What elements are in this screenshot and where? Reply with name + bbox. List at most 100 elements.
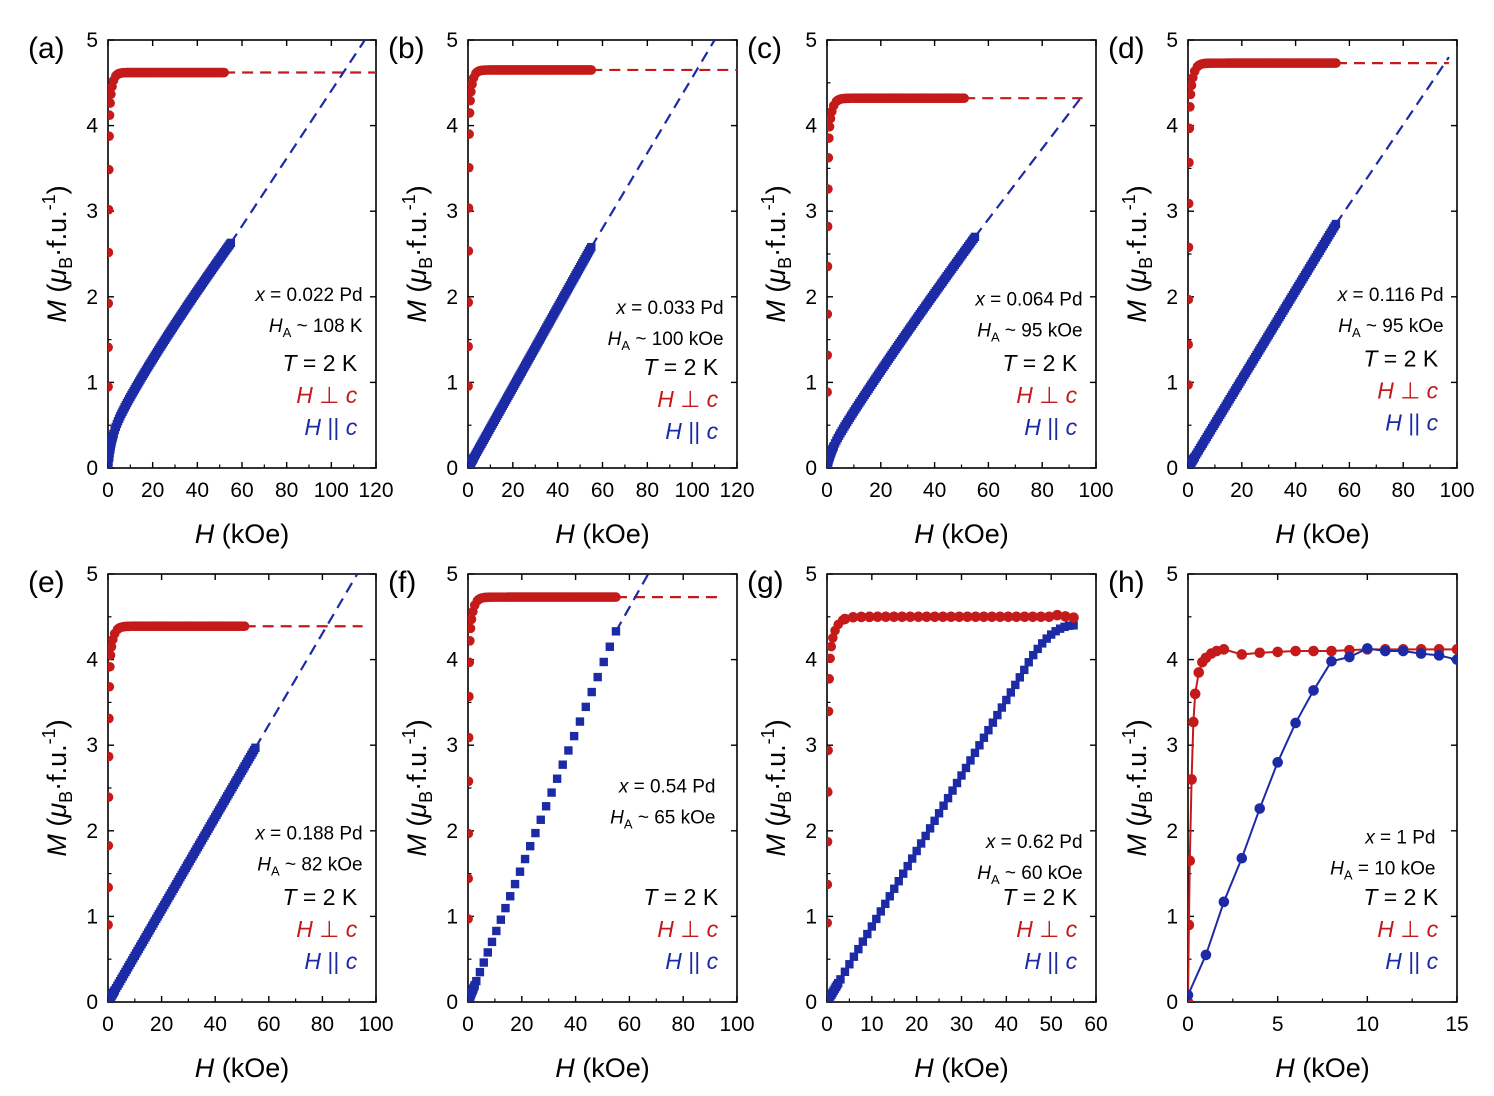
x-axis-label: H (kOe) [195, 519, 290, 549]
temperature-label: T = 2 K [1002, 884, 1077, 910]
perp-point [468, 203, 474, 213]
par-point [1308, 685, 1319, 696]
par-point [526, 841, 535, 851]
annotation-anisotropy-value: ~ 60 kOe [1000, 863, 1083, 884]
annotation-anisotropy-value: ~ 95 kOe [1361, 316, 1444, 337]
par-point [469, 453, 478, 463]
legend-par-sym: || [682, 948, 707, 974]
y-axis-label-sub: B [1136, 791, 1156, 803]
perp-point [970, 611, 981, 623]
par-point [531, 828, 540, 838]
x-tick-label: 100 [358, 1013, 393, 1036]
legend-perp-H: H [1377, 378, 1394, 404]
temperature-value: = 2 K [297, 350, 358, 376]
perp-point [1043, 611, 1055, 623]
annotation-composition: x = 0.064 Pd [974, 289, 1082, 310]
y-axis-label-mu: μ [402, 269, 432, 285]
par-point [1006, 688, 1016, 697]
annotation-composition-value: = 0.033 Pd [626, 298, 724, 319]
par-point [925, 824, 935, 833]
y-axis-label-var: M [761, 834, 791, 857]
perp-point [839, 613, 851, 625]
y-tick-label: 1 [805, 371, 817, 394]
x-tick-label: 80 [311, 1013, 334, 1036]
perp-point [1188, 339, 1194, 350]
y-tick-label: 3 [805, 734, 817, 757]
y-tick-label: 2 [86, 820, 98, 843]
annotation-anisotropy: HA = 10 kOe [1330, 859, 1435, 883]
y-axis-label-close: ) [42, 185, 72, 194]
annotation-composition: x = 0.022 Pd [254, 285, 362, 306]
plot-area [468, 40, 737, 468]
y-tick-label: 2 [1166, 820, 1178, 843]
panel-a: 0 20 40 60 80 100 120 0 1 2 3 4 5 (a) H (kOe) M (μB·f.u… [28, 29, 394, 549]
par-point [1451, 654, 1457, 665]
par-point [881, 899, 890, 909]
x-tick-label: 120 [719, 479, 754, 502]
y-tick-label: 1 [1166, 905, 1178, 928]
y-axis-label-close: ) [761, 719, 791, 728]
x-tick-label: 60 [230, 479, 253, 502]
legend-perp: H ⊥ c [1377, 916, 1438, 942]
annotation-anisotropy-sub: A [283, 325, 292, 340]
par-point [849, 952, 859, 961]
par-point [1415, 648, 1427, 659]
perp-point [586, 65, 597, 75]
x-tick-label: 20 [1230, 479, 1253, 502]
x-axis-label-var: H [195, 1053, 215, 1083]
annotation-composition-value: = 0.064 Pd [985, 289, 1083, 310]
perp-point [468, 162, 474, 173]
annotation-composition-var: x [985, 832, 997, 853]
perp-point [108, 713, 114, 724]
legend-par: H || c [304, 414, 357, 440]
legend-perp-sym: ⊥ [1394, 916, 1427, 942]
legend-perp-c: c [1066, 382, 1078, 408]
perp-point [1290, 645, 1301, 657]
perp-point [827, 350, 833, 360]
perp-point [1188, 294, 1194, 305]
par-point [916, 839, 926, 848]
x-tick-label: 20 [141, 479, 164, 502]
perp-point [1011, 611, 1022, 623]
perp-point [827, 152, 834, 163]
legend-par-sym: || [321, 414, 346, 440]
perp-point [611, 592, 621, 602]
par-point [997, 703, 1007, 712]
par-point [605, 642, 615, 651]
perp-point [108, 204, 114, 215]
x-axis-label-unit: (kOe) [1295, 1053, 1370, 1083]
par-point [840, 967, 850, 977]
panel-h: 0 5 10 15 0 1 2 3 4 5 (h) H (kOe) M (μB·f.u.-1) x = 1… [1108, 563, 1469, 1083]
annotation-anisotropy: HA ~ 95 kOe [977, 320, 1082, 344]
y-axis-label-fu: ·f.u. [1122, 210, 1152, 257]
x-axis-label-unit: (kOe) [934, 519, 1009, 549]
perp-point [1188, 198, 1194, 209]
par-point [966, 756, 975, 765]
perp-point [468, 129, 474, 139]
perp-point [468, 636, 475, 646]
panel-e: 0 20 40 60 80 100 0 1 2 3 4 5 (e) H (kOe) M (μB·f.u.-1… [28, 563, 394, 1083]
perp-point [986, 611, 998, 623]
temperature-value: = 2 K [657, 884, 718, 910]
y-tick-label: 2 [805, 286, 817, 309]
perp-point [468, 246, 474, 256]
par-point [899, 869, 908, 878]
par-point [970, 232, 980, 242]
perp-point [827, 261, 833, 272]
y-axis-label: M (μB·f.u.-1) [399, 719, 436, 856]
annotation-anisotropy-var: H [977, 320, 991, 341]
legend-par: H || c [304, 948, 357, 974]
x-tick-label: 0 [821, 1013, 833, 1036]
legend-perp: H ⊥ c [1016, 382, 1077, 408]
x-tick-label: 40 [204, 1013, 227, 1036]
perp-point [1188, 89, 1196, 100]
y-tick-label: 2 [446, 820, 458, 843]
y-axis-label-mu: μ [42, 269, 72, 285]
x-tick-label: 80 [672, 1013, 695, 1036]
par-point [506, 892, 515, 901]
annotation-composition: x = 1 Pd [1364, 828, 1435, 849]
y-axis-label: M (μB·f.u.-1) [1119, 719, 1156, 856]
x-tick-label: 0 [1182, 1013, 1194, 1036]
temperature-value: = 2 K [1016, 884, 1077, 910]
annotation-anisotropy-var: H [1338, 316, 1352, 337]
